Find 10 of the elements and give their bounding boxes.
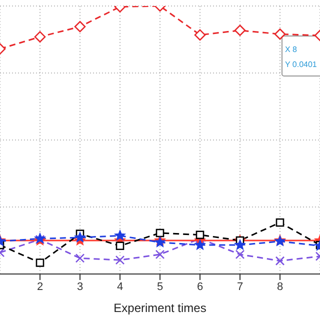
x-tick-label: 4 xyxy=(116,280,124,293)
x-tick-label: 8 xyxy=(276,280,284,293)
annotation: X 8 xyxy=(285,45,298,54)
x-axis-title: Experiment times xyxy=(114,301,206,315)
x-tick-label: 2 xyxy=(36,280,44,293)
x-tick-label: 7 xyxy=(236,280,244,293)
annotation: Y 0.0401 xyxy=(285,60,318,69)
x-tick-label: 5 xyxy=(156,280,164,293)
x-tick-label: 3 xyxy=(76,280,84,293)
x-tick-label: 6 xyxy=(196,280,204,293)
